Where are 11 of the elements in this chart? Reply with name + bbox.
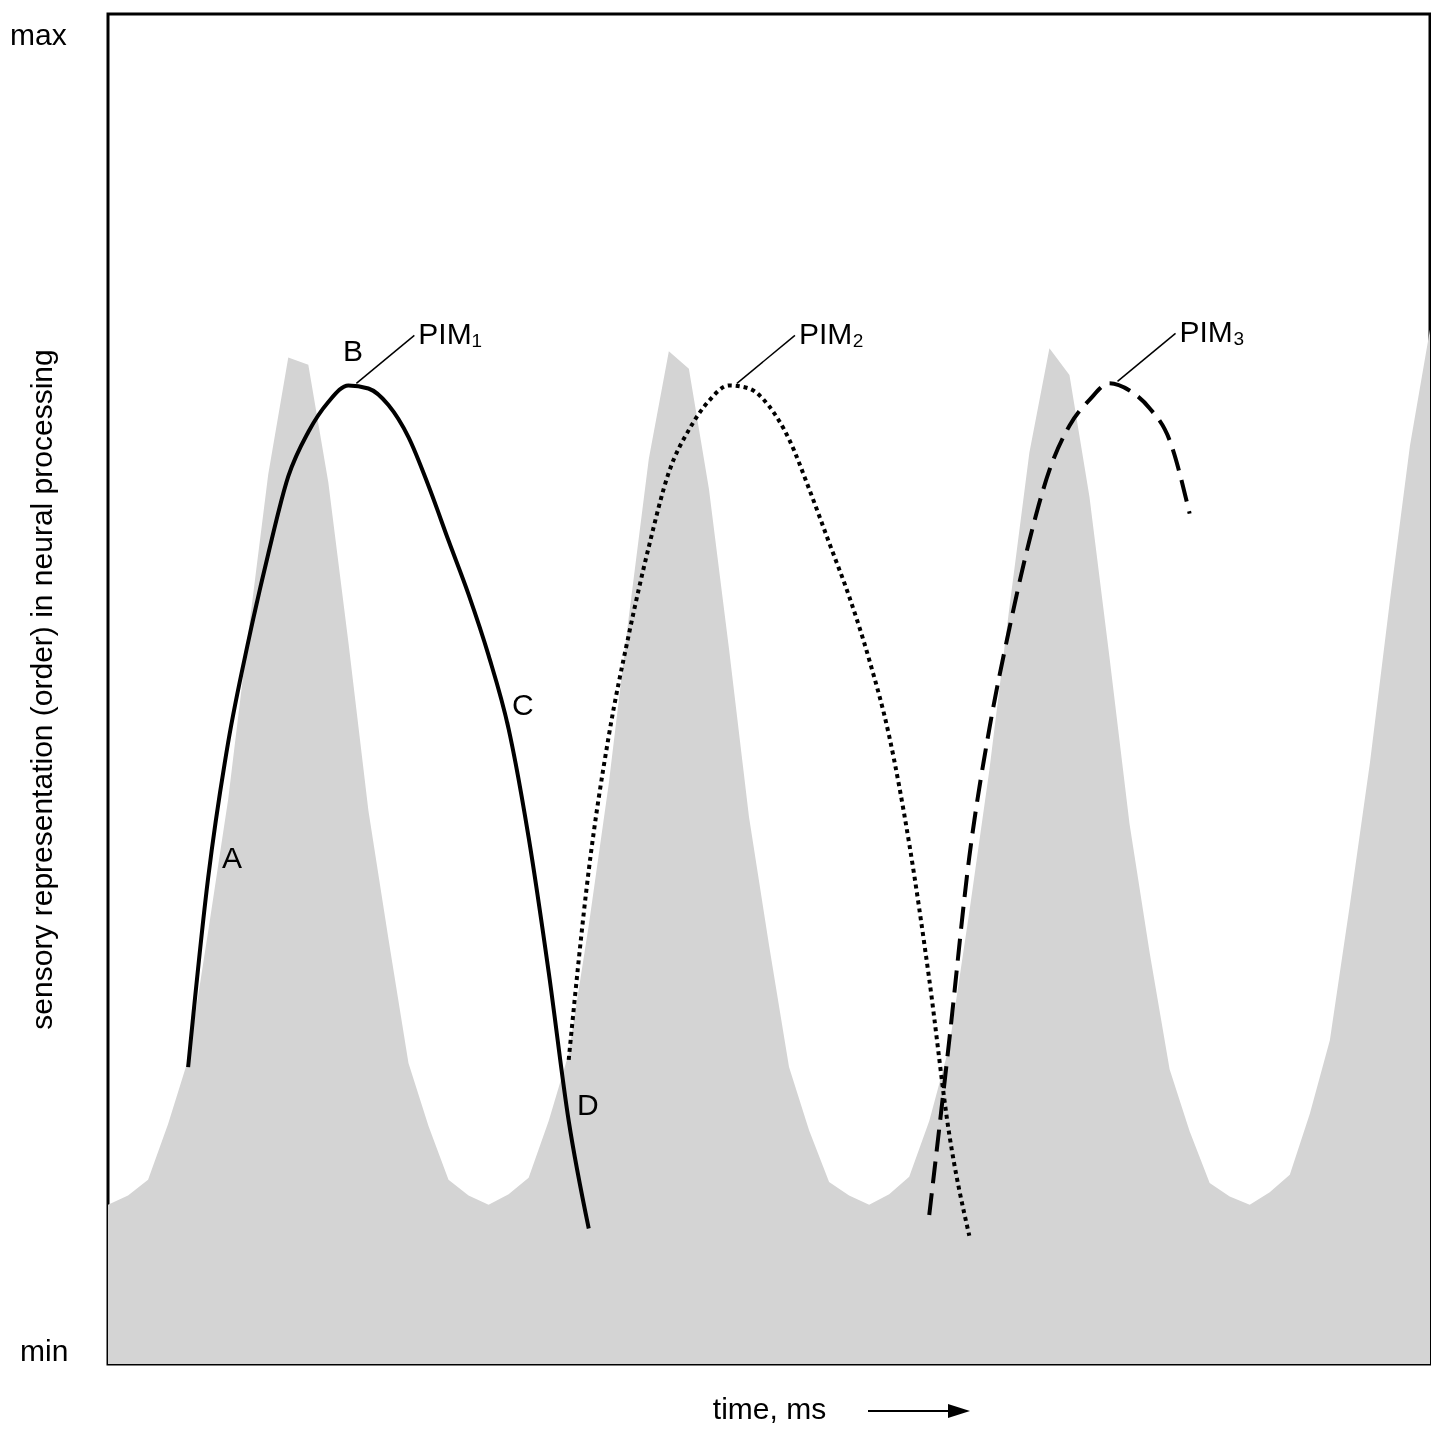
annotation: B [343,334,364,367]
annotation: C [512,688,534,721]
text: PIM₃ [1179,315,1246,349]
text: PIM₂ [798,317,864,351]
annotation: D [577,1088,599,1121]
annotation: A [222,841,243,874]
series-label: PIM₁ [418,317,482,351]
x-axis-title: time, ms [712,1391,827,1425]
text: min [20,1334,69,1367]
y-axis-title: sensory representation (order) in neural processing [24,349,58,1030]
text: max [10,18,67,51]
